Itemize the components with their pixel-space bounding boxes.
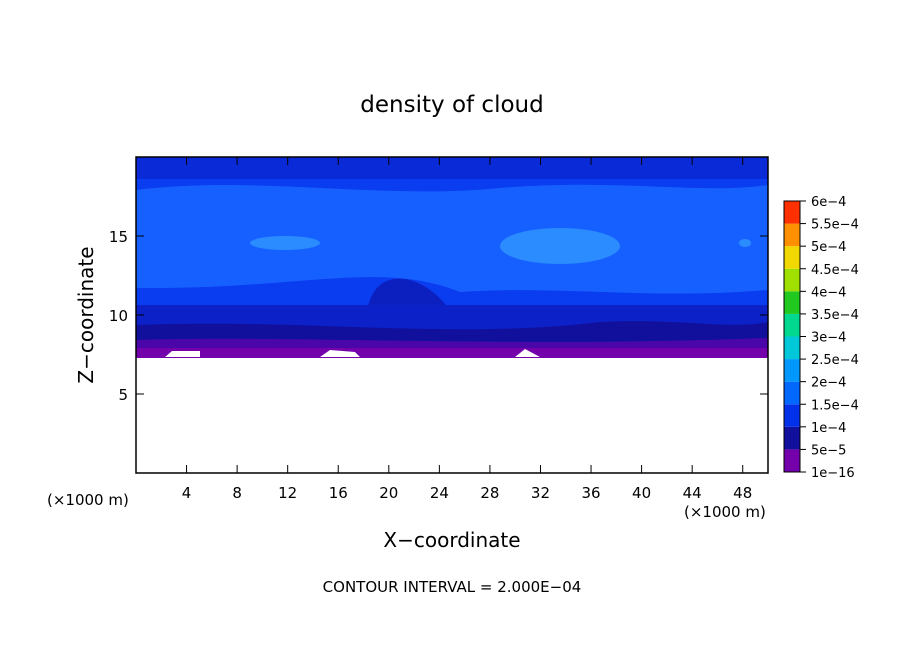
colorbar-label: 1e−4	[811, 421, 846, 436]
colorbar-label: 3e−4	[811, 331, 846, 346]
x-tick-label: 20	[379, 484, 398, 502]
contour-field	[136, 157, 768, 473]
colorbar-segment	[784, 246, 800, 269]
colorbar-label: 5.5e−4	[811, 218, 859, 233]
colorbar-label: 2e−4	[811, 376, 846, 391]
colorbar-segment	[784, 291, 800, 314]
colorbar-label: 1e−16	[811, 466, 855, 481]
x-tick-label: 24	[430, 484, 449, 502]
x-tick-label: 12	[278, 484, 297, 502]
colorbar-label: 4e−4	[811, 285, 846, 300]
colorbar-label: 3.5e−4	[811, 308, 859, 323]
x-unit-label: (×1000 m)	[47, 491, 129, 509]
colorbar-segment	[784, 268, 800, 292]
annotation: CONTOUR INTERVAL = 2.000E−04	[323, 578, 582, 596]
colorbar-label: 5e−5	[811, 443, 846, 458]
colorbar-segment	[784, 426, 800, 450]
x-tick-label: 4	[182, 484, 192, 502]
x-tick-label: 44	[683, 484, 702, 502]
x-tick-label: 28	[480, 484, 499, 502]
x-tick-label: 32	[531, 484, 550, 502]
colorbar-segment	[784, 223, 800, 247]
y-axis-label: Z−coordinate	[74, 246, 98, 383]
colorbar-label: 4.5e−4	[811, 263, 859, 278]
colorbar-label: 6e−4	[811, 195, 846, 210]
colorbar-segment	[784, 336, 800, 360]
y-tick-label: 5	[118, 386, 128, 404]
chart-title: density of cloud	[360, 92, 543, 118]
x-tick-label: 40	[632, 484, 651, 502]
x-unit-label: (×1000 m)	[684, 503, 766, 521]
x-tick-label: 8	[232, 484, 242, 502]
y-tick-label: 10	[109, 307, 128, 325]
colorbar-segment	[784, 313, 800, 337]
colorbar-segment	[784, 201, 800, 224]
x-axis-label: X−coordinate	[383, 528, 520, 552]
x-tick-label: 36	[581, 484, 600, 502]
y-tick-label: 15	[109, 228, 128, 246]
x-tick-label: 16	[329, 484, 348, 502]
colorbar-label: 2.5e−4	[811, 353, 859, 368]
x-tick-label: 48	[733, 484, 752, 502]
colorbar-segment	[784, 359, 800, 382]
colorbar-segment	[784, 404, 800, 427]
colorbar-label: 1.5e−4	[811, 398, 859, 413]
colorbar-label: 5e−4	[811, 240, 846, 255]
colorbar-segment	[784, 449, 800, 472]
colorbar-segment	[784, 381, 800, 405]
